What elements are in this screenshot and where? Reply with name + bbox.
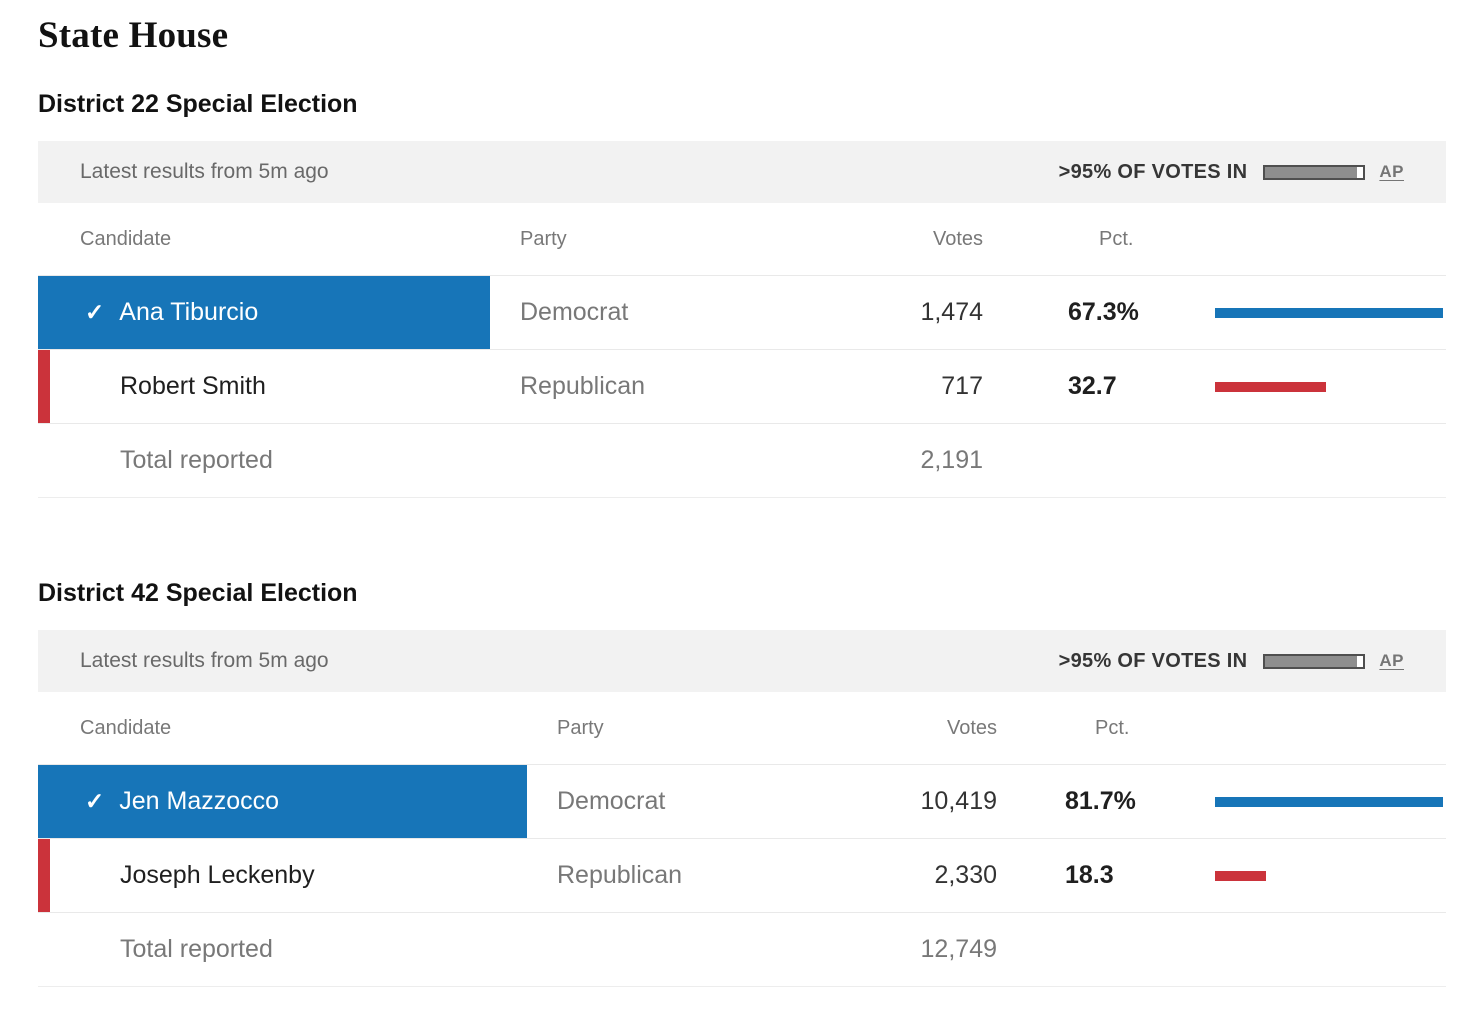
total-label: Total reported [120, 446, 273, 474]
candidate-row: ✓ Jen Mazzocco Democrat 10,419 81.7% [38, 765, 1446, 839]
votes-in-progress-fill [1265, 655, 1358, 667]
total-votes-value: 2,191 [920, 446, 983, 474]
section-heading: District 42 Special Election [38, 579, 358, 607]
winner-check-icon: ✓ [85, 788, 105, 814]
total-row: Total reported 12,749 [38, 913, 1446, 987]
candidate-cell: Joseph Leckenby [38, 839, 527, 912]
candidate-cell: Robert Smith [38, 350, 490, 423]
candidate-name: Ana Tiburcio [119, 298, 259, 326]
candidate-rows: ✓ Jen Mazzocco Democrat 10,419 81.7% Joseph L… [38, 765, 1446, 913]
votes-in-label: >95% OF VOTES IN [1058, 160, 1248, 183]
votes-value: 1,474 [920, 298, 983, 326]
pct-bar-cell [1177, 839, 1446, 912]
votes-in-progress-bar [1263, 164, 1366, 180]
pct-column-header: Pct. [1099, 227, 1134, 250]
pct-bar [1215, 796, 1443, 807]
pct-value: 32.7 [1068, 372, 1117, 400]
candidate-cell: ✓ Ana Tiburcio [38, 276, 490, 349]
votes-value: 2,330 [934, 861, 997, 889]
column-header-row: Candidate Party Votes Pct. [38, 692, 1446, 765]
candidate-name: Jen Mazzocco [119, 787, 280, 815]
last-updated-text: Latest results from 5m ago [80, 649, 329, 672]
party-label: Republican [520, 372, 646, 400]
party-column-header: Party [520, 227, 567, 250]
party-column-header: Party [557, 716, 604, 739]
party-label: Democrat [557, 787, 666, 815]
candidate-name: Joseph Leckenby [120, 861, 315, 889]
pct-bar [1215, 307, 1443, 318]
pct-bar-cell [1177, 350, 1446, 423]
pct-value: 67.3% [1068, 298, 1139, 326]
pct-bar [1215, 381, 1326, 392]
section-heading: District 22 Special Election [38, 90, 358, 118]
column-header-row: Candidate Party Votes Pct. [38, 203, 1446, 276]
party-stripe [38, 839, 50, 912]
votes-column-header: Votes [946, 716, 997, 739]
district-22-section: District 22 Special Election Latest resu… [38, 89, 1446, 498]
pct-bar-cell [1177, 276, 1446, 349]
total-row: Total reported 2,191 [38, 424, 1446, 498]
candidate-name: Robert Smith [120, 372, 266, 400]
district-42-section: District 42 Special Election Latest resu… [38, 578, 1446, 987]
candidate-cell: ✓ Jen Mazzocco [38, 765, 527, 838]
results-table: Latest results from 5m ago >95% OF VOTES… [38, 141, 1446, 498]
page-title: State House [38, 15, 229, 56]
party-stripe [38, 350, 50, 423]
pct-column-header: Pct. [1095, 716, 1130, 739]
votes-column-header: Votes [932, 227, 983, 250]
pct-value: 18.3 [1065, 861, 1114, 889]
party-label: Republican [557, 861, 683, 889]
party-label: Democrat [520, 298, 629, 326]
pct-bar [1215, 870, 1266, 881]
candidate-row: ✓ Ana Tiburcio Democrat 1,474 67.3% [38, 276, 1446, 350]
winner-check-icon: ✓ [85, 299, 105, 325]
candidate-column-header: Candidate [80, 227, 172, 250]
votes-in-label: >95% OF VOTES IN [1058, 649, 1248, 672]
candidate-row: Joseph Leckenby Republican 2,330 18.3 [38, 839, 1446, 913]
votes-in-progress-bar [1263, 653, 1366, 669]
candidate-row: Robert Smith Republican 717 32.7 [38, 350, 1446, 424]
candidate-rows: ✓ Ana Tiburcio Democrat 1,474 67.3% Robert Sm… [38, 276, 1446, 424]
results-table: Latest results from 5m ago >95% OF VOTES… [38, 630, 1446, 987]
ap-source-link[interactable]: AP [1379, 162, 1404, 181]
total-votes-value: 12,749 [920, 935, 997, 963]
votes-value: 10,419 [920, 787, 997, 815]
votes-in-group: >95% OF VOTES IN AP [1059, 161, 1404, 184]
last-updated-text: Latest results from 5m ago [80, 160, 329, 183]
candidate-column-header: Candidate [80, 716, 172, 739]
status-bar: Latest results from 5m ago >95% OF VOTES… [38, 141, 1446, 203]
total-label: Total reported [120, 935, 273, 963]
votes-in-progress-fill [1265, 166, 1358, 178]
pct-bar-cell [1177, 765, 1446, 838]
status-bar: Latest results from 5m ago >95% OF VOTES… [38, 630, 1446, 692]
votes-value: 717 [941, 372, 983, 400]
votes-in-group: >95% OF VOTES IN AP [1059, 650, 1404, 673]
pct-value: 81.7% [1065, 787, 1136, 815]
ap-source-link[interactable]: AP [1379, 651, 1404, 670]
